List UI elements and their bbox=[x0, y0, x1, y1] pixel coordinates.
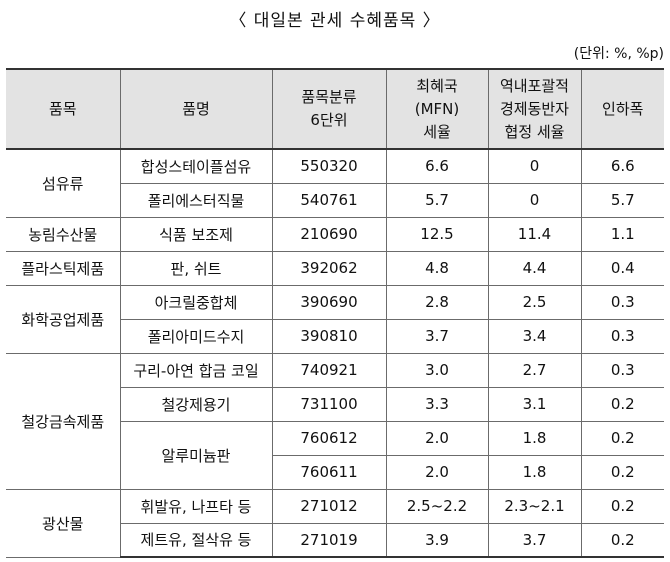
hs-code-cell: 760611 bbox=[272, 454, 387, 490]
cut-cell: 6.6 bbox=[580, 148, 664, 184]
header-mfn-line3: 세율 bbox=[423, 122, 451, 141]
hs-code-cell: 392062 bbox=[271, 250, 387, 286]
header-mfn-rate: 최혜국 (MFN) 세율 bbox=[385, 68, 489, 150]
header-rcep-line1: 역내포괄적 bbox=[499, 76, 569, 95]
hs-code-cell: 760612 bbox=[271, 420, 387, 456]
item-name-cell: 폴리에스터직물 bbox=[120, 182, 273, 218]
category-cell: 플라스틱제품 bbox=[6, 250, 121, 286]
rcep-rate-cell: 3.7 bbox=[487, 522, 582, 558]
table-row: 농림수산물 식품 보조제 210690 12.5 11.4 1.1 bbox=[6, 216, 664, 252]
item-name-cell: 구리-아연 합금 코일 bbox=[119, 352, 273, 388]
tariff-table: 품목 품명 품목분류 6단위 최혜국 (MFN) 세율 역내포괄적 경제동반자 … bbox=[6, 68, 664, 558]
mfn-rate-cell: 12.5 bbox=[385, 216, 489, 252]
rcep-rate-cell: 3.1 bbox=[487, 386, 582, 422]
mfn-rate-cell: 2.8 bbox=[385, 284, 489, 320]
table-row: 섬유류 합성스테이플섬유 550320 6.6 0 6.6 bbox=[6, 148, 664, 218]
item-name-cell: 판, 쉬트 bbox=[119, 250, 273, 286]
mfn-rate-cell: 2.0 bbox=[385, 420, 489, 456]
rcep-rate-cell: 0 bbox=[487, 148, 582, 184]
header-rcep-line3: 협정 세율 bbox=[504, 122, 565, 141]
mfn-rate-cell: 3.9 bbox=[385, 522, 489, 558]
hs-code-cell: 740921 bbox=[271, 352, 387, 388]
mfn-rate-cell: 4.8 bbox=[385, 250, 489, 286]
header-cut: 인하폭 bbox=[580, 68, 664, 150]
item-name-cell: 철강제용기 bbox=[120, 386, 273, 422]
cut-cell: 0.3 bbox=[580, 352, 664, 388]
mfn-rate-cell: 2.5~2.2 bbox=[385, 488, 489, 524]
mfn-rate-cell: 2.0 bbox=[385, 454, 489, 490]
rcep-rate-cell: 2.5 bbox=[487, 284, 582, 320]
header-hs-code: 품목분류 6단위 bbox=[271, 68, 387, 150]
item-name-cell: 제트유, 절삭유 등 bbox=[120, 522, 273, 558]
mfn-rate-cell: 6.6 bbox=[385, 148, 489, 184]
table-row: 760611 2.0 1.8 0.2 bbox=[6, 454, 664, 490]
table-row: 화학공업제품 아크릴중합체 390690 2.8 2.5 0.3 bbox=[6, 284, 664, 354]
table-row: 철강제용기 731100 3.3 3.1 0.2 bbox=[6, 386, 664, 422]
hs-code-cell: 271012 bbox=[271, 488, 387, 524]
cut-cell: 0.3 bbox=[580, 318, 664, 354]
header-mfn-line1: 최혜국 bbox=[416, 76, 458, 95]
cut-cell: 0.3 bbox=[580, 284, 664, 320]
rcep-rate-cell: 1.8 bbox=[487, 454, 582, 490]
cut-cell: 0.2 bbox=[580, 420, 664, 456]
table-row: 플라스틱제품 판, 쉬트 392062 4.8 4.4 0.4 bbox=[6, 250, 664, 286]
rcep-rate-cell: 11.4 bbox=[487, 216, 582, 252]
mfn-rate-cell: 3.0 bbox=[385, 352, 489, 388]
table-title: 〈 대일본 관세 수혜품목 〉 bbox=[229, 11, 441, 31]
item-name-cell: 식품 보조제 bbox=[119, 216, 273, 252]
category-cell: 섬유류 bbox=[6, 148, 121, 218]
header-row: 품목 품명 품목분류 6단위 최혜국 (MFN) 세율 역내포괄적 경제동반자 … bbox=[6, 68, 664, 150]
mfn-rate-cell: 5.7 bbox=[385, 182, 489, 218]
header-rcep-line2: 경제동반자 bbox=[499, 99, 569, 118]
item-name-cell: 합성스테이플섬유 bbox=[119, 148, 273, 184]
cut-cell: 0.2 bbox=[580, 454, 664, 490]
cut-cell: 1.1 bbox=[580, 216, 664, 252]
header-mfn-line2: (MFN) bbox=[414, 99, 460, 118]
cut-cell: 0.2 bbox=[580, 386, 664, 422]
hs-code-cell: 271019 bbox=[271, 522, 387, 558]
unit-note: (단위: %, %p) bbox=[573, 46, 664, 62]
rcep-rate-cell: 1.8 bbox=[487, 420, 582, 456]
header-name: 품명 bbox=[119, 68, 273, 150]
header-rcep-rate: 역내포괄적 경제동반자 협정 세율 bbox=[487, 68, 582, 150]
item-name-cell: 아크릴중합체 bbox=[119, 284, 273, 320]
table-row: 제트유, 절삭유 등 271019 3.9 3.7 0.2 bbox=[6, 522, 664, 558]
mfn-rate-cell: 3.7 bbox=[385, 318, 489, 354]
mfn-rate-cell: 3.3 bbox=[385, 386, 489, 422]
cut-cell: 0.2 bbox=[580, 488, 664, 524]
rcep-rate-cell: 2.3~2.1 bbox=[487, 488, 582, 524]
rcep-rate-cell: 2.7 bbox=[487, 352, 582, 388]
rcep-rate-cell: 0 bbox=[487, 182, 582, 218]
hs-code-cell: 210690 bbox=[271, 216, 387, 252]
category-cell: 광산물 bbox=[6, 488, 121, 558]
header-hs-line1: 품목분류 bbox=[301, 88, 357, 106]
cut-cell: 5.7 bbox=[580, 182, 664, 218]
hs-code-cell: 390810 bbox=[271, 318, 387, 354]
hs-code-cell: 540761 bbox=[271, 182, 387, 218]
table-row: 철강금속제품 구리-아연 합금 코일 740921 3.0 2.7 0.3 bbox=[6, 352, 664, 490]
category-cell: 철강금속제품 bbox=[6, 352, 121, 490]
header-hs-line2: 6단위 bbox=[310, 111, 348, 129]
hs-code-cell: 390690 bbox=[271, 284, 387, 320]
rcep-rate-cell: 3.4 bbox=[487, 318, 582, 354]
hs-code-cell: 731100 bbox=[271, 386, 387, 422]
table-row: 광산물 휘발유, 나프타 등 271012 2.5~2.2 2.3~2.1 0.… bbox=[6, 488, 664, 558]
item-name-cell: 휘발유, 나프타 등 bbox=[119, 488, 273, 524]
header-category: 품목 bbox=[6, 68, 121, 150]
rcep-rate-cell: 4.4 bbox=[487, 250, 582, 286]
cut-cell: 0.2 bbox=[580, 522, 664, 558]
item-name-cell: 알루미늄판 bbox=[120, 420, 273, 490]
hs-code-cell: 550320 bbox=[271, 148, 387, 184]
cut-cell: 0.4 bbox=[580, 250, 664, 286]
category-cell: 농림수산물 bbox=[6, 216, 121, 252]
category-cell: 화학공업제품 bbox=[6, 284, 121, 354]
item-name-cell: 폴리아미드수지 bbox=[120, 318, 273, 354]
